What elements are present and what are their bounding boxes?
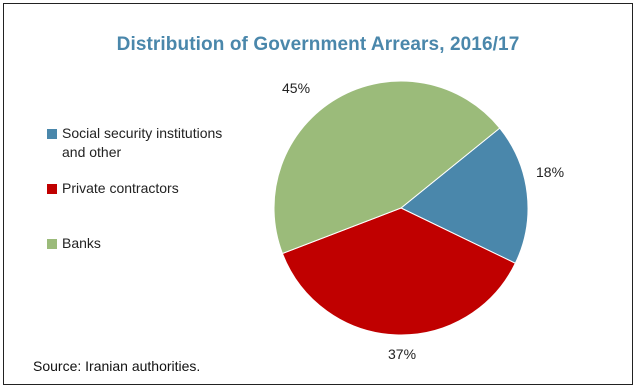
data-label-banks: 45% <box>282 80 311 96</box>
source-note: Source: Iranian authorities. <box>33 358 201 374</box>
chart-frame: Distribution of Government Arrears, 2016… <box>3 3 633 385</box>
legend-label-banks: Banks <box>62 235 101 251</box>
data-label-social-security: 18% <box>536 164 565 180</box>
slice-social-security <box>400 127 529 264</box>
legend-label-private-contractors: Private contractors <box>62 180 179 196</box>
legend-swatch-private-contractors <box>47 184 57 194</box>
chart-title: Distribution of Government Arrears, 2016… <box>116 34 520 55</box>
slice-private-contractors <box>281 207 517 336</box>
slice-banks <box>273 80 501 255</box>
legend-swatch-banks <box>47 239 57 249</box>
legend-label-social-security: Social security institutions and other <box>62 125 223 160</box>
data-label-private-contractors: 37% <box>388 346 417 362</box>
legend-swatch-social-security <box>47 129 57 139</box>
